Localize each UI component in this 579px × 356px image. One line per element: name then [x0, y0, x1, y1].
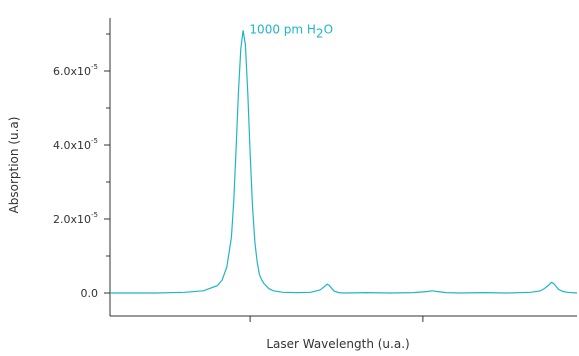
y-tick-label: 4.0x10-5 [53, 137, 98, 152]
annotation-text-end: O [324, 22, 333, 36]
y-tick-mantissa: 0.0 [81, 287, 99, 300]
series-line-1000pm-h2o [110, 30, 578, 294]
axes [104, 18, 577, 317]
y-axis-title: Absorption (u.a) [7, 117, 21, 214]
x-axis-title: Laser Wavelength (u.a.) [266, 337, 409, 351]
y-tick-mantissa: 2.0x10 [53, 213, 91, 226]
y-tick-exponent: -5 [91, 137, 98, 145]
y-tick-exponent: -5 [91, 63, 98, 71]
y-tick-mantissa: 6.0x10 [53, 65, 91, 78]
y-tick-label: 2.0x10-5 [53, 211, 98, 226]
y-tick-label: 6.0x10-5 [53, 63, 98, 78]
y-tick-mantissa: 4.0x10 [53, 139, 91, 152]
annotation-text: 1000 pm H [249, 22, 316, 36]
y-tick-exponent: -5 [91, 211, 98, 219]
y-ticks: 0.02.0x10-54.0x10-56.0x10-5 [53, 33, 110, 300]
annotation-subscript: 2 [316, 26, 324, 40]
y-tick-label: 0.0 [81, 287, 99, 300]
series-annotation: 1000 pm H2O [249, 22, 333, 40]
x-ticks [249, 316, 424, 322]
